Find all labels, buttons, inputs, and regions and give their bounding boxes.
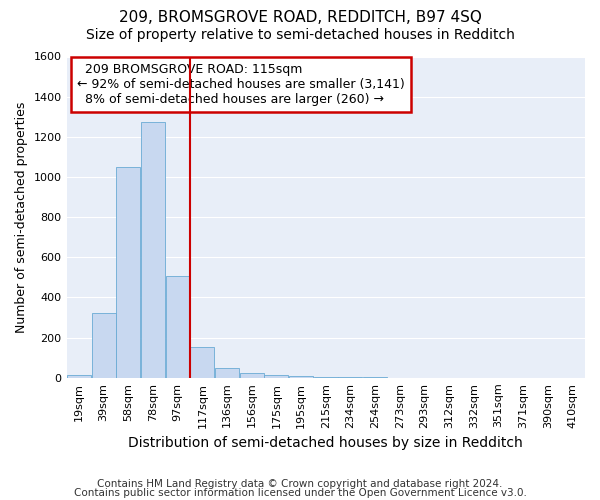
- Bar: [190, 346, 214, 378]
- Bar: [215, 368, 239, 378]
- Bar: [92, 312, 116, 378]
- Bar: [67, 375, 91, 378]
- Text: 209, BROMSGROVE ROAD, REDDITCH, B97 4SQ: 209, BROMSGROVE ROAD, REDDITCH, B97 4SQ: [119, 10, 481, 25]
- Text: Contains HM Land Registry data © Crown copyright and database right 2024.: Contains HM Land Registry data © Crown c…: [97, 479, 503, 489]
- X-axis label: Distribution of semi-detached houses by size in Redditch: Distribution of semi-detached houses by …: [128, 436, 523, 450]
- Bar: [314, 377, 338, 378]
- Bar: [116, 167, 140, 378]
- Text: Size of property relative to semi-detached houses in Redditch: Size of property relative to semi-detach…: [86, 28, 514, 42]
- Bar: [265, 375, 289, 378]
- Bar: [289, 376, 313, 378]
- Text: 209 BROMSGROVE ROAD: 115sqm
← 92% of semi-detached houses are smaller (3,141)
  : 209 BROMSGROVE ROAD: 115sqm ← 92% of sem…: [77, 63, 404, 106]
- Text: Contains public sector information licensed under the Open Government Licence v3: Contains public sector information licen…: [74, 488, 526, 498]
- Bar: [141, 122, 165, 378]
- Bar: [166, 276, 190, 378]
- Y-axis label: Number of semi-detached properties: Number of semi-detached properties: [15, 102, 28, 333]
- Bar: [240, 373, 263, 378]
